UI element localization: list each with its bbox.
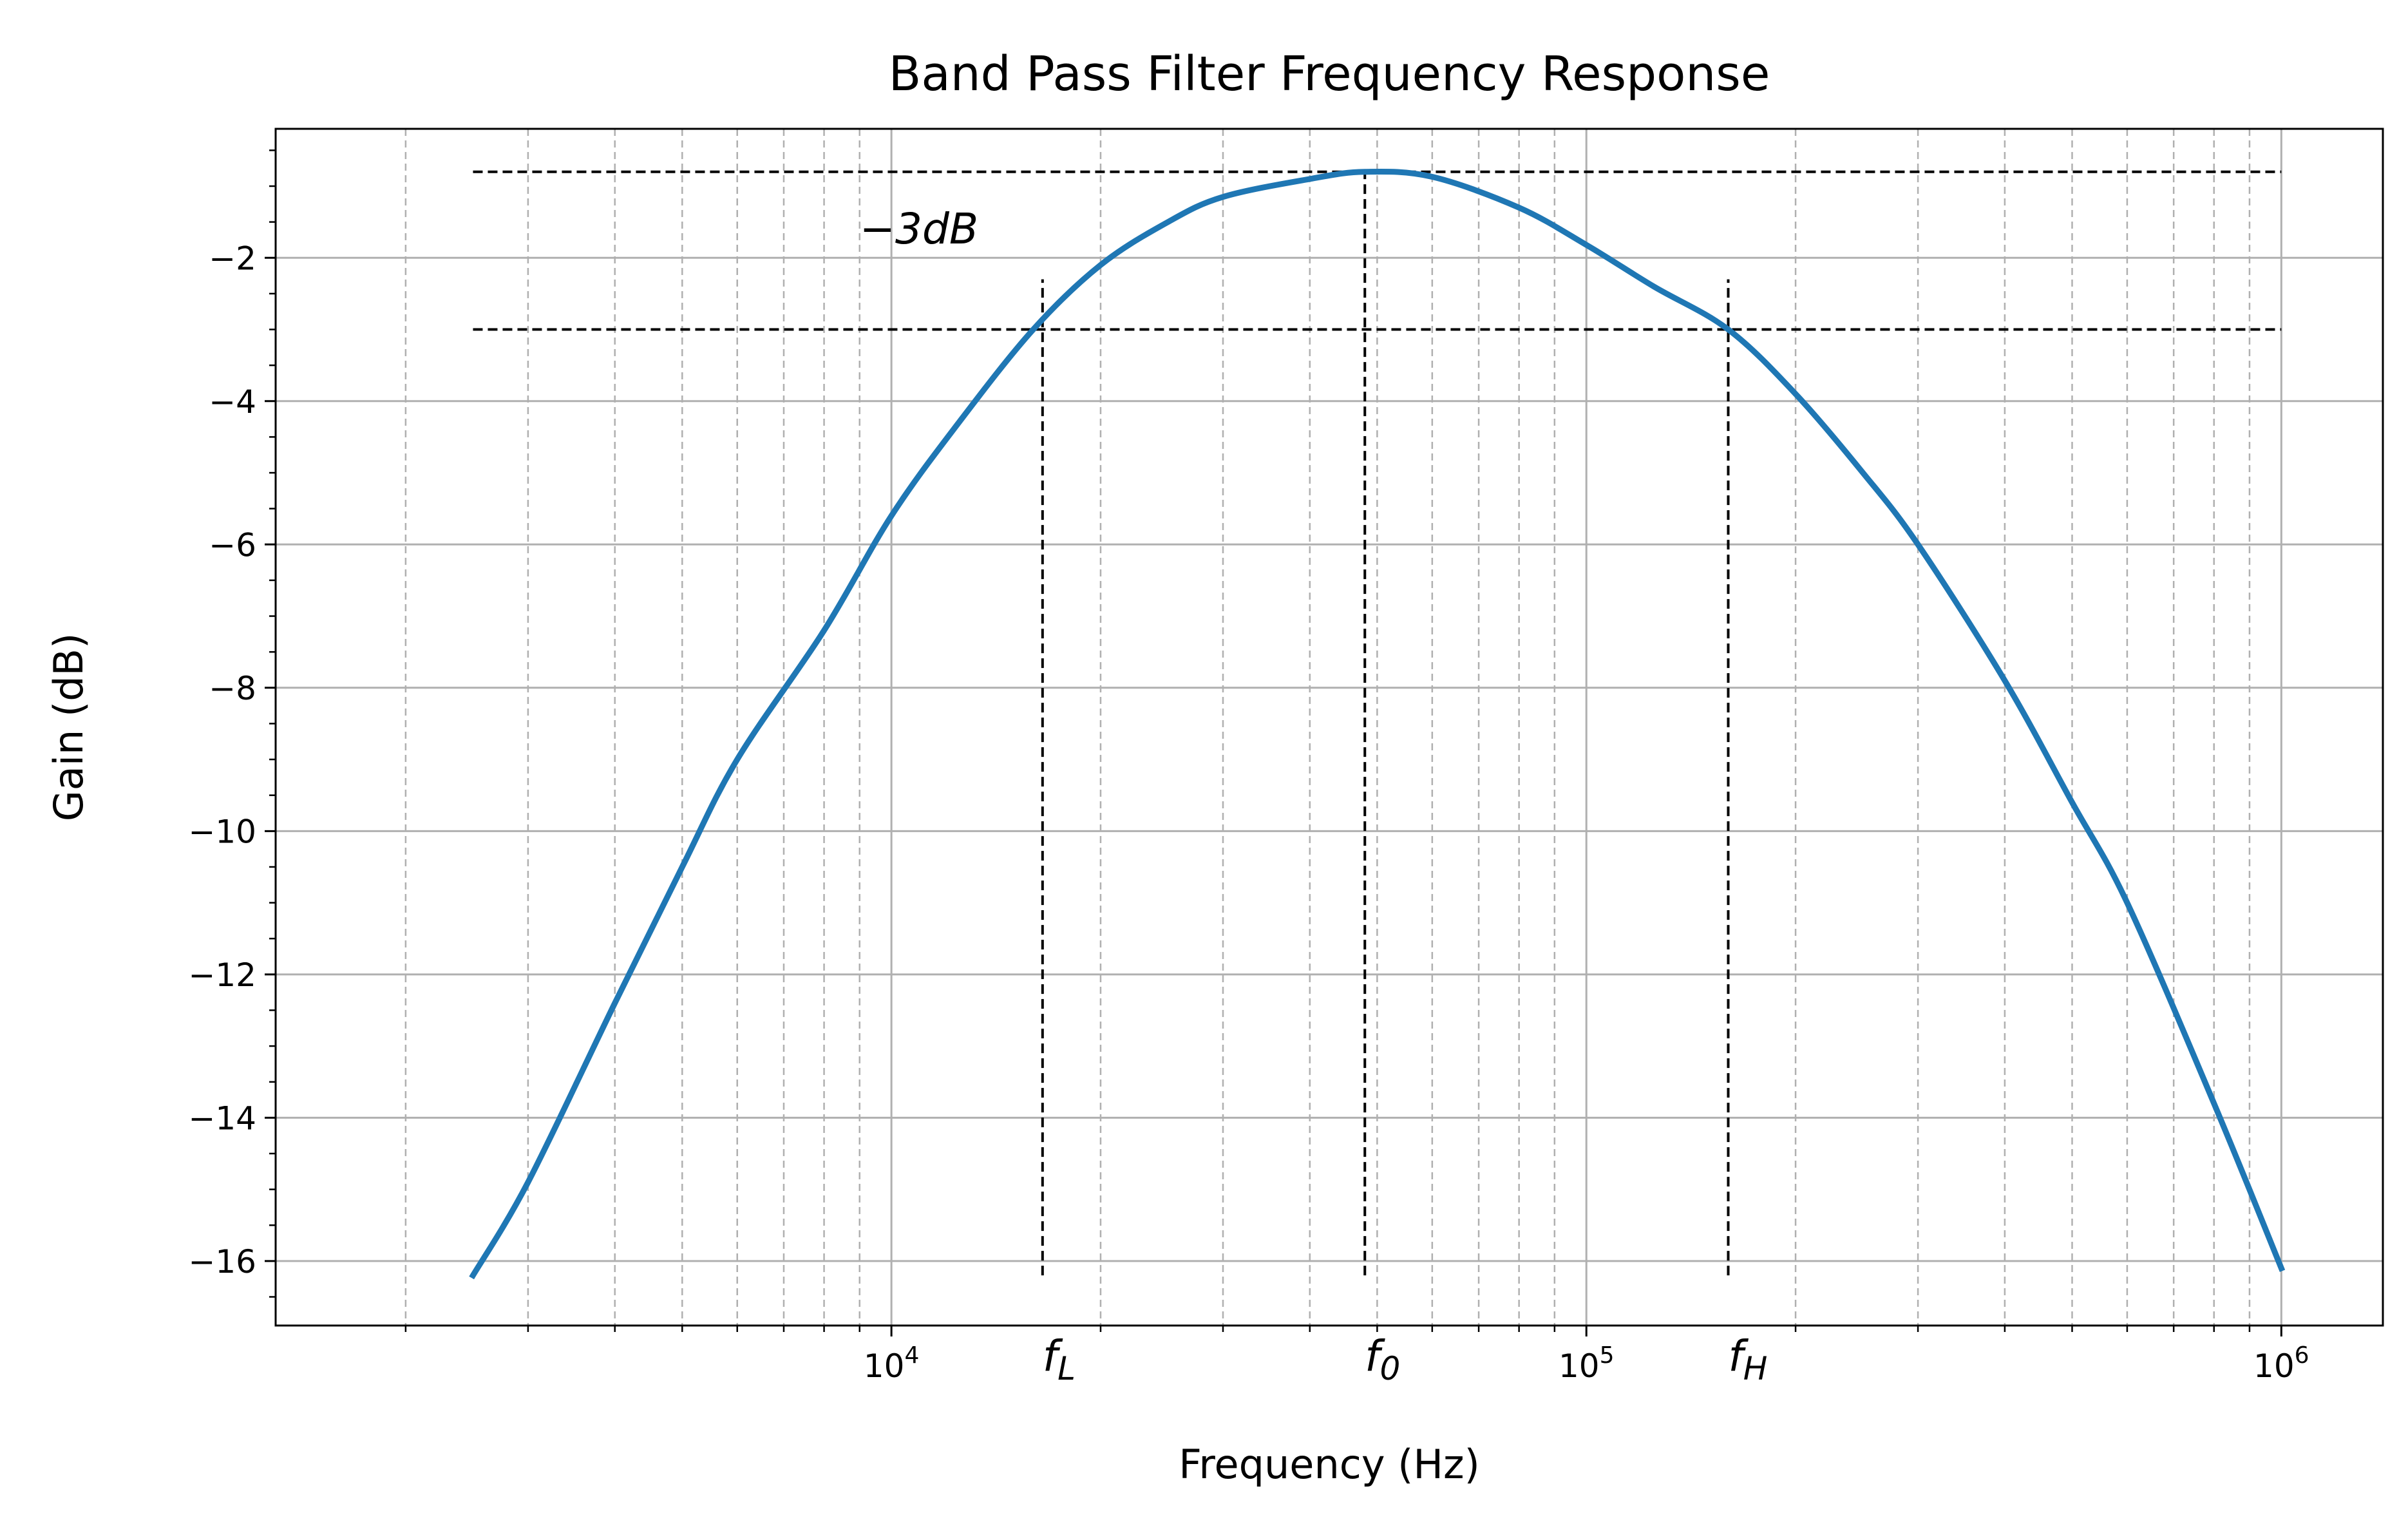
- y-tick-label: −4: [209, 383, 256, 421]
- annotation-fl: fL: [1043, 1331, 1076, 1387]
- x-tick-label: 106: [2253, 1342, 2309, 1385]
- y-ticks: −16 −14 −12 −10 −8 −6 −4 −2: [188, 149, 276, 1298]
- x-tick-label: 105: [1559, 1342, 1615, 1385]
- series-layer: [469, 168, 2286, 1280]
- annotation-minus-3db: −3dB: [860, 204, 978, 254]
- y-tick-label: −14: [188, 1099, 256, 1137]
- annotations: −3dB fL f0 fH: [860, 204, 1768, 1387]
- y-tick-label: −10: [188, 813, 256, 850]
- x-tick-label: 104: [864, 1342, 920, 1385]
- annotation-f0: f0: [1365, 1331, 1400, 1387]
- x-axis-label: Frequency (Hz): [1179, 1441, 1480, 1488]
- annotation-fh: fH: [1728, 1331, 1767, 1387]
- y-tick-label: −6: [209, 526, 256, 564]
- x-ticks: 104 105 106: [404, 1326, 2309, 1385]
- y-axis-label: Gain (dB): [45, 633, 92, 822]
- y-tick-label: −2: [209, 240, 256, 277]
- y-tick-label: −16: [188, 1243, 256, 1280]
- series-line-0: [469, 168, 2286, 1280]
- y-tick-label: −12: [188, 956, 256, 994]
- y-tick-label: −8: [209, 670, 256, 707]
- chart-title: Band Pass Filter Frequency Response: [889, 46, 1770, 102]
- plot-frame: [274, 128, 2384, 1327]
